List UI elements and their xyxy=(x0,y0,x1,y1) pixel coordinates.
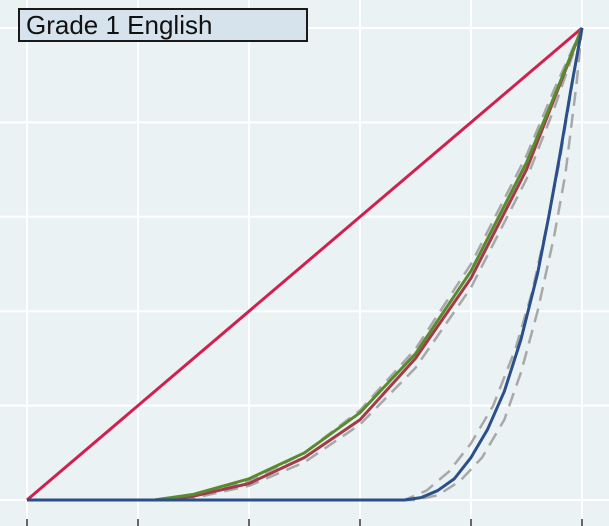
series-line-2 xyxy=(27,27,584,502)
series-line-1 xyxy=(26,26,583,502)
chart-title: Grade 1 English xyxy=(18,8,308,42)
series-line-8 xyxy=(27,27,584,502)
x-axis-ticks xyxy=(26,519,583,526)
series-line-5 xyxy=(27,27,584,502)
series-line-7 xyxy=(27,27,584,502)
series-layer xyxy=(26,26,584,502)
